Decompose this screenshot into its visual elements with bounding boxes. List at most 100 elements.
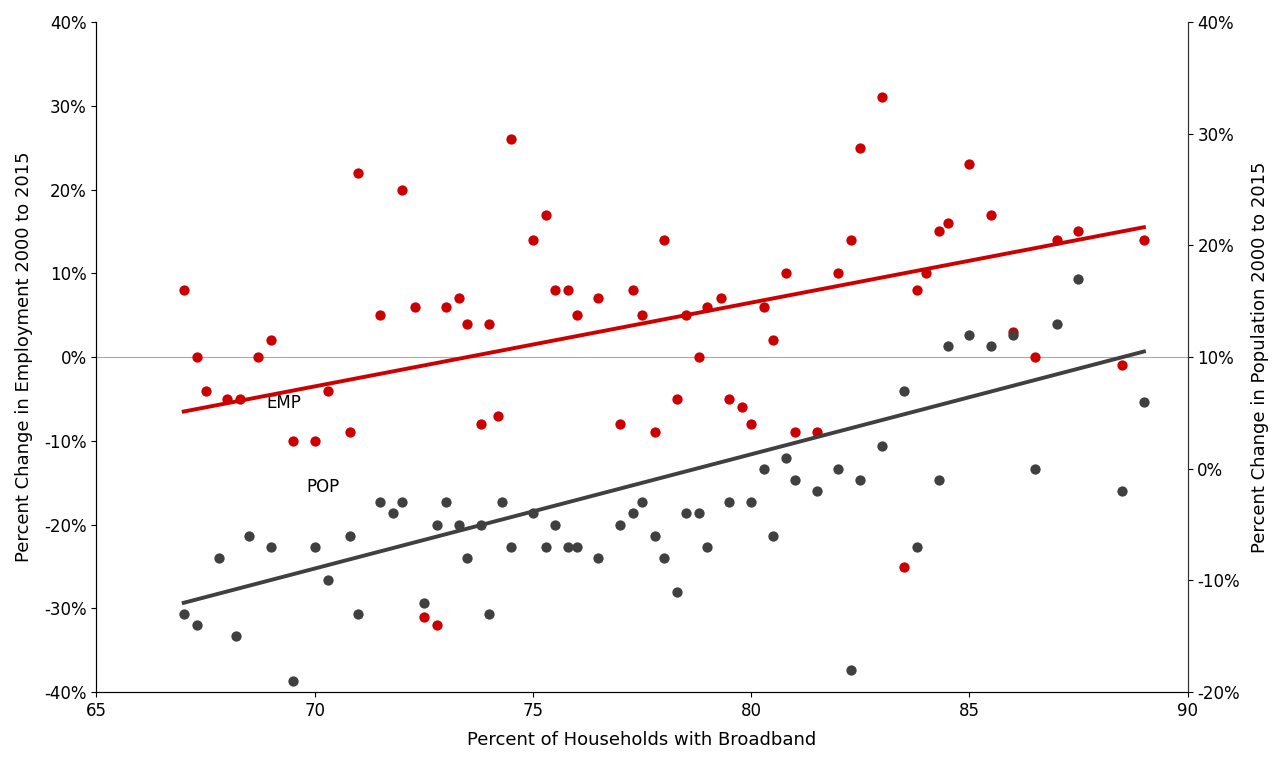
Point [632,496,652,508]
Point [435,496,456,508]
Point [928,225,949,238]
Point [776,267,796,280]
Point [317,384,338,397]
Point [741,418,761,430]
Point [173,284,194,296]
Point [370,496,390,508]
Point [370,309,390,322]
Point [226,630,247,643]
Point [392,496,412,508]
Point [535,541,556,553]
Point [1134,234,1154,246]
Point [1046,318,1067,330]
Point [261,541,281,553]
Point [304,541,325,553]
Point [217,393,238,405]
Y-axis label: Percent Change in Population 2000 to 2015: Percent Change in Population 2000 to 201… [1251,161,1269,553]
Point [806,485,827,497]
Point [304,435,325,447]
Point [535,209,556,221]
Point [470,519,490,531]
Point [1068,273,1089,285]
Point [675,507,696,520]
Point [208,552,229,565]
Point [1112,485,1132,497]
Point [282,675,303,687]
Point [828,463,849,475]
Point [173,608,194,620]
Point [937,217,958,229]
Point [261,334,281,346]
Point [1068,225,1089,238]
Point [872,440,892,452]
Point [928,474,949,486]
Point [776,452,796,464]
Point [557,541,578,553]
Point [501,133,521,145]
Point [719,496,740,508]
Point [317,575,338,587]
Point [492,496,512,508]
Point [610,519,630,531]
Point [588,293,609,305]
Point [763,529,783,542]
Point [426,619,447,631]
Point [239,529,259,542]
Point [697,301,718,313]
Text: EMP: EMP [267,394,302,412]
Point [850,474,871,486]
Point [404,301,425,313]
Point [732,401,752,413]
Point [688,507,709,520]
Point [339,529,360,542]
Point [907,541,927,553]
Point [763,334,783,346]
Point [1025,463,1045,475]
Point [523,507,543,520]
Point [544,519,565,531]
Point [348,167,369,179]
Point [566,309,587,322]
Point [785,474,805,486]
Point [339,426,360,439]
Point [981,209,1002,221]
Point [479,608,499,620]
Point [448,519,469,531]
Point [457,552,478,565]
Point [557,284,578,296]
Point [697,541,718,553]
Y-axis label: Percent Change in Employment 2000 to 2015: Percent Change in Employment 2000 to 201… [15,152,33,562]
Point [850,141,871,154]
Point [894,561,914,573]
Point [426,519,447,531]
Point [457,318,478,330]
Point [501,541,521,553]
Point [383,507,403,520]
X-axis label: Percent of Households with Broadband: Percent of Households with Broadband [467,731,817,749]
Point [959,158,980,170]
Point [186,619,207,631]
Point [195,384,216,397]
Point [623,507,643,520]
Point [479,318,499,330]
Point [566,541,587,553]
Point [470,418,490,430]
Point [806,426,827,439]
Point [623,284,643,296]
Point [1112,359,1132,371]
Point [1134,396,1154,408]
Point [610,418,630,430]
Point [230,393,250,405]
Point [937,340,958,352]
Point [719,393,740,405]
Point [666,585,687,597]
Point [413,597,434,609]
Point [666,393,687,405]
Point [654,234,674,246]
Point [248,351,268,363]
Point [488,410,508,422]
Point [348,608,369,620]
Point [186,351,207,363]
Point [754,301,774,313]
Point [448,293,469,305]
